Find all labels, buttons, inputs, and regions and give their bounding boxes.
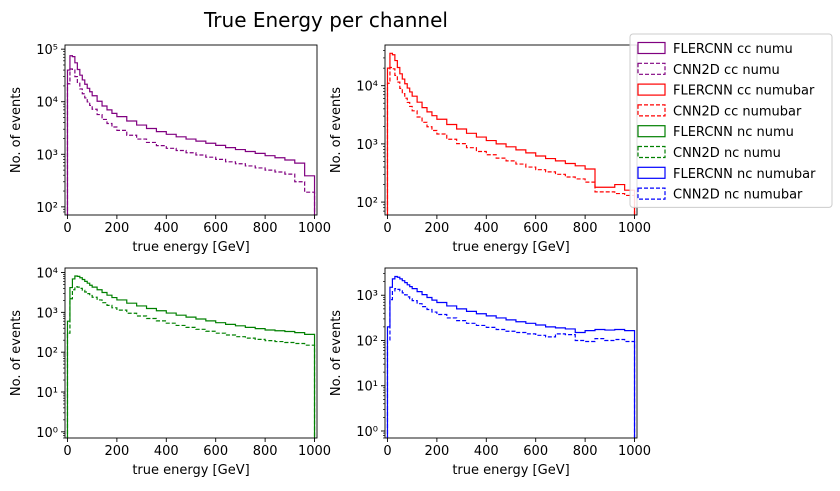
x-tick-label: 800: [573, 444, 598, 459]
x-axis-label: true energy [GeV]: [132, 463, 249, 478]
y-tick-label: 10²: [356, 334, 378, 349]
series-flercnn-nc-numu: [66, 275, 316, 438]
series-flercnn-cc-numubar: [386, 52, 636, 215]
y-tick-label: 10⁴: [356, 80, 378, 95]
y-tick-label: 10⁰: [356, 425, 378, 440]
y-tick-label: 10⁵: [36, 43, 58, 58]
series-cnn2d-nc-numubar: [386, 288, 636, 438]
legend-swatch: [637, 187, 666, 200]
y-tick-label: 10²: [36, 201, 58, 216]
x-tick-label: 200: [424, 444, 449, 459]
x-tick-label: 600: [523, 444, 548, 459]
legend-label: CNN2D cc numubar: [673, 104, 802, 119]
x-tick-label: 0: [383, 221, 391, 236]
x-tick-label: 0: [63, 221, 71, 236]
panel-top-left: 0 200 400 600 800 1000 10² 10³ 10⁴ 10⁵ true energy…: [9, 43, 331, 255]
series-flercnn-nc-numubar: [386, 275, 636, 438]
legend-label: CNN2D cc numu: [673, 63, 780, 78]
x-tick-label: 600: [203, 444, 228, 459]
x-tick-label: 200: [104, 444, 129, 459]
x-tick-label: 200: [104, 221, 129, 236]
panel-bottom-right: 0 200 400 600 800 1000 10⁰ 10¹ 10² 10³ true energy…: [329, 267, 651, 478]
series-cnn2d-cc-numu: [66, 68, 316, 215]
x-tick-label: 0: [383, 444, 391, 459]
legend-swatch: [637, 41, 666, 55]
legend-swatch: [637, 145, 666, 159]
series-cnn2d-nc-numu: [66, 286, 316, 438]
figure-title: True Energy per channel: [203, 8, 448, 32]
legend-frame: [629, 33, 833, 208]
y-tick-label: 10³: [36, 306, 58, 321]
y-tick-label: 10¹: [36, 386, 58, 401]
panel-bottom-left: 0 200 400 600 800 1000 10⁰ 10¹ 10² 10³ 10⁴ true ene…: [9, 267, 331, 478]
x-tick-label: 800: [253, 221, 278, 236]
x-tick-label: 600: [523, 221, 548, 236]
legend-swatch: [637, 125, 666, 138]
y-tick-label: 10²: [36, 346, 58, 361]
x-tick-label: 800: [573, 221, 598, 236]
x-tick-label: 400: [474, 221, 499, 236]
x-axis-label: true energy [GeV]: [452, 463, 569, 478]
y-tick-label: 10³: [36, 148, 58, 163]
x-tick-label: 1000: [298, 444, 331, 459]
x-tick-label: 1000: [618, 221, 651, 236]
y-tick-label: 10¹: [356, 380, 378, 395]
x-tick-label: 400: [154, 444, 179, 459]
legend-label: CNN2D nc numubar: [673, 188, 803, 203]
legend-label: FLERCNN cc numu: [673, 42, 793, 57]
x-axis-label: true energy [GeV]: [132, 240, 249, 255]
series-flercnn-cc-numu: [66, 55, 316, 215]
x-tick-label: 1000: [298, 221, 331, 236]
x-tick-label: 0: [63, 444, 71, 459]
legend-swatch: [637, 104, 666, 117]
legend-swatch: [637, 83, 666, 96]
x-tick-label: 400: [474, 444, 499, 459]
axes-frame: [64, 44, 318, 216]
x-tick-label: 1000: [618, 444, 651, 459]
legend-label: FLERCNN nc numu: [673, 125, 794, 140]
legend-label: FLERCNN cc numubar: [673, 84, 815, 99]
x-axis-label: true energy [GeV]: [452, 240, 569, 255]
x-tick-label: 200: [424, 221, 449, 236]
x-tick-label: 400: [154, 221, 179, 236]
legend-label: FLERCNN nc numubar: [673, 167, 816, 182]
series-cnn2d-cc-numubar: [386, 66, 636, 215]
legend-label: CNN2D nc numu: [673, 146, 781, 161]
x-tick-label: 600: [203, 221, 228, 236]
axes-frame: [384, 267, 638, 439]
y-tick-label: 10⁰: [36, 426, 58, 441]
y-axis-label: No. of events: [329, 310, 344, 396]
y-tick-label: 10⁴: [36, 267, 58, 282]
legend-swatch: [637, 62, 666, 75]
legend: FLERCNN cc numu CNN2D cc numu FLERCNN cc n…: [629, 33, 833, 208]
panels: 0 200 400 600 800 1000 10² 10³ 10⁴ 10⁵ true energy…: [9, 43, 651, 478]
legend-swatch: [637, 166, 666, 179]
y-tick-label: 10⁴: [36, 96, 58, 111]
y-axis-label: No. of events: [9, 87, 24, 173]
y-tick-label: 10³: [356, 289, 378, 304]
y-tick-label: 10³: [356, 138, 378, 153]
y-tick-label: 10²: [356, 196, 378, 211]
axes-frame: [64, 267, 318, 439]
y-axis-label: No. of events: [329, 87, 344, 173]
y-axis-label: No. of events: [9, 310, 24, 396]
panel-top-right: 0 200 400 600 800 1000 10² 10³ 10⁴ true energy [G…: [329, 44, 651, 255]
x-tick-label: 800: [253, 444, 278, 459]
